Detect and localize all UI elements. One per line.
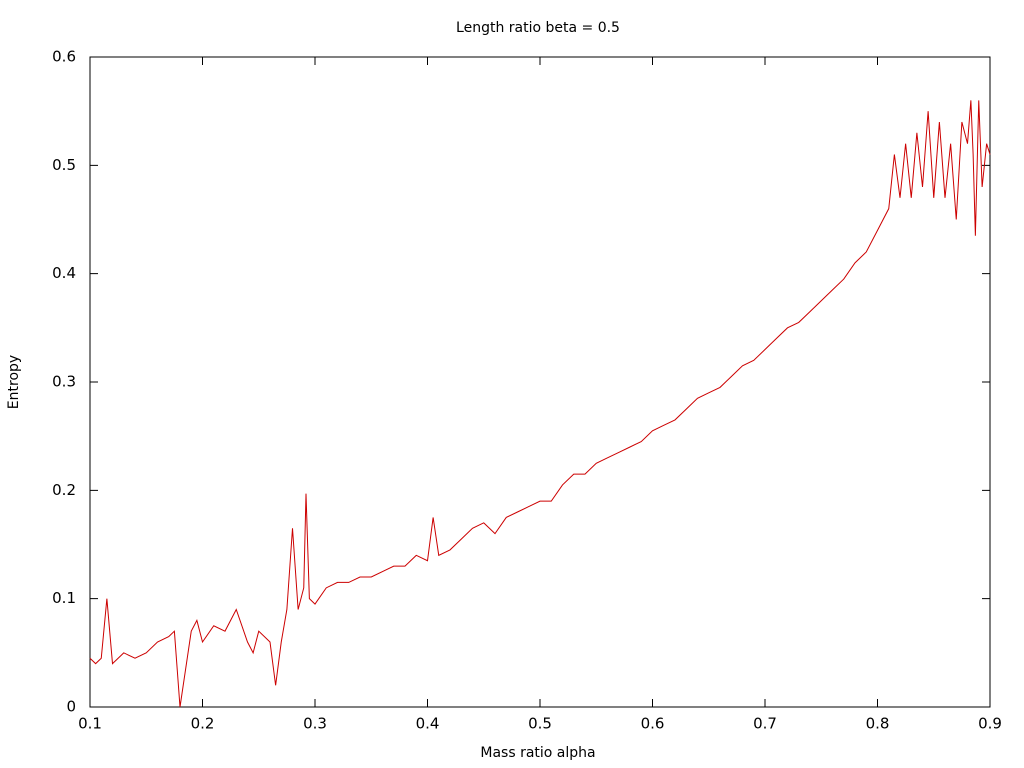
chart-title: Length ratio beta = 0.5 [456, 20, 620, 36]
data-line [89, 100, 991, 708]
y-tick-label: 0 [66, 698, 76, 716]
x-tick-label: 0.3 [303, 715, 327, 733]
x-tick-label: 0.1 [78, 715, 102, 733]
x-tick-label: 0.9 [978, 715, 1002, 733]
x-tick-label: 0.5 [528, 715, 552, 733]
x-tick-label: 0.8 [866, 715, 890, 733]
y-tick-label: 0.2 [52, 481, 76, 499]
y-tick-label: 0.1 [52, 589, 76, 607]
y-axis-label: Entropy [6, 355, 22, 409]
x-axis-label: Mass ratio alpha [480, 745, 595, 761]
y-tick-label: 0.5 [52, 156, 76, 174]
x-tick-label: 0.6 [641, 715, 665, 733]
y-tick-label: 0.3 [52, 373, 76, 391]
y-tick-label: 0.4 [52, 264, 76, 282]
x-tick-label: 0.4 [416, 715, 440, 733]
plot-border [89, 56, 991, 708]
y-tick-label: 0.6 [52, 48, 76, 66]
x-tick-label: 0.2 [191, 715, 215, 733]
x-tick-label: 0.7 [753, 715, 777, 733]
